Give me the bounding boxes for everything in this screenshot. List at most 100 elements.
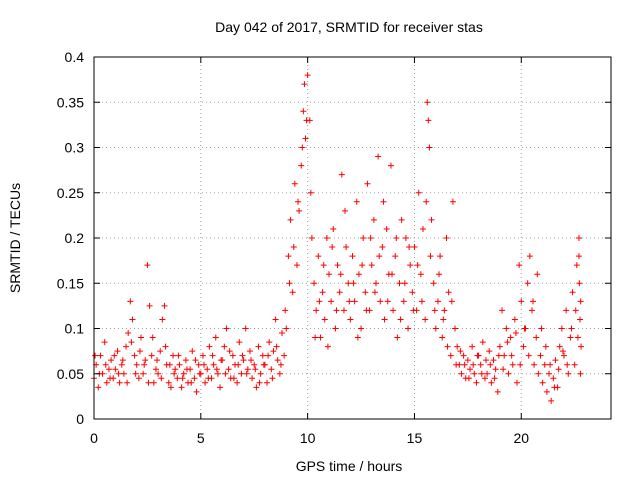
data-point xyxy=(401,280,408,287)
data-point xyxy=(202,379,209,386)
data-point xyxy=(517,361,524,368)
data-point xyxy=(551,384,558,391)
data-point xyxy=(448,298,455,305)
data-point xyxy=(496,343,503,350)
y-tick-label: 0.25 xyxy=(57,185,84,201)
data-point xyxy=(201,361,208,368)
data-point xyxy=(465,375,472,382)
data-point xyxy=(443,235,450,241)
data-point xyxy=(481,375,488,382)
data-point xyxy=(504,339,511,346)
data-point xyxy=(313,307,320,314)
data-point xyxy=(195,361,202,368)
data-point xyxy=(470,361,477,368)
data-point xyxy=(400,298,407,305)
data-point xyxy=(272,316,279,323)
data-point xyxy=(516,262,523,269)
data-point xyxy=(223,325,230,332)
data-point xyxy=(249,375,256,382)
data-point xyxy=(471,370,478,377)
data-point xyxy=(179,375,186,382)
data-point xyxy=(326,271,332,278)
data-point xyxy=(345,280,352,287)
data-point xyxy=(568,325,575,332)
data-points xyxy=(91,72,585,404)
data-point xyxy=(572,307,579,314)
data-point xyxy=(407,262,414,269)
data-point xyxy=(426,144,433,151)
data-point xyxy=(218,357,225,364)
data-point xyxy=(546,370,553,377)
data-point xyxy=(286,280,293,287)
data-point xyxy=(307,189,314,196)
data-point xyxy=(112,366,119,373)
data-point xyxy=(277,361,284,368)
data-point xyxy=(176,361,183,368)
data-point xyxy=(556,343,563,350)
data-point xyxy=(573,262,580,269)
data-point xyxy=(289,289,296,296)
data-point xyxy=(375,153,382,160)
data-point xyxy=(243,370,250,377)
data-point xyxy=(252,366,259,373)
data-point xyxy=(332,325,339,332)
data-point xyxy=(454,343,461,350)
data-point xyxy=(477,361,484,368)
data-point xyxy=(146,302,153,309)
data-point xyxy=(467,366,473,373)
data-point xyxy=(291,180,298,187)
data-point xyxy=(423,198,430,205)
data-point xyxy=(377,298,384,305)
data-point xyxy=(281,352,288,359)
data-point xyxy=(108,357,115,364)
data-point xyxy=(103,379,110,386)
data-point xyxy=(248,357,255,364)
data-point xyxy=(457,348,464,355)
data-point xyxy=(567,334,574,341)
data-point xyxy=(424,99,431,106)
data-point xyxy=(548,397,555,404)
data-point xyxy=(101,339,108,346)
data-point xyxy=(571,361,578,368)
data-point xyxy=(183,366,190,373)
data-point xyxy=(279,330,285,337)
data-point xyxy=(131,352,138,359)
data-point xyxy=(577,316,584,323)
data-point xyxy=(116,379,123,386)
data-point xyxy=(175,352,182,359)
data-point xyxy=(389,271,396,278)
data-point xyxy=(196,370,203,377)
data-point xyxy=(157,348,164,355)
data-point xyxy=(452,325,459,332)
data-point xyxy=(444,343,451,350)
data-point xyxy=(166,361,173,368)
data-point xyxy=(145,379,152,386)
chart-title: Day 042 of 2017, SRMTID for receiver sta… xyxy=(215,19,483,35)
data-point xyxy=(324,343,331,350)
data-point xyxy=(205,375,212,382)
data-point xyxy=(337,271,344,278)
data-point xyxy=(422,316,429,323)
y-tick-label: 0.3 xyxy=(65,140,85,156)
data-point xyxy=(411,244,418,251)
data-point xyxy=(127,298,134,305)
data-point xyxy=(509,361,516,368)
data-point xyxy=(440,316,447,323)
data-point xyxy=(123,343,130,350)
data-point xyxy=(105,366,112,373)
data-point xyxy=(167,384,174,391)
data-point xyxy=(334,262,341,269)
data-point xyxy=(534,271,541,278)
x-tick-label: 0 xyxy=(90,430,98,446)
data-point xyxy=(214,370,221,377)
data-point xyxy=(543,388,550,395)
data-point xyxy=(371,289,378,296)
data-point xyxy=(488,379,495,386)
y-tick-label: 0.05 xyxy=(57,366,84,382)
data-point xyxy=(274,357,281,364)
data-point xyxy=(486,348,493,355)
data-point xyxy=(135,375,142,382)
data-point xyxy=(512,330,519,337)
data-point xyxy=(213,366,220,373)
data-point xyxy=(558,325,565,332)
